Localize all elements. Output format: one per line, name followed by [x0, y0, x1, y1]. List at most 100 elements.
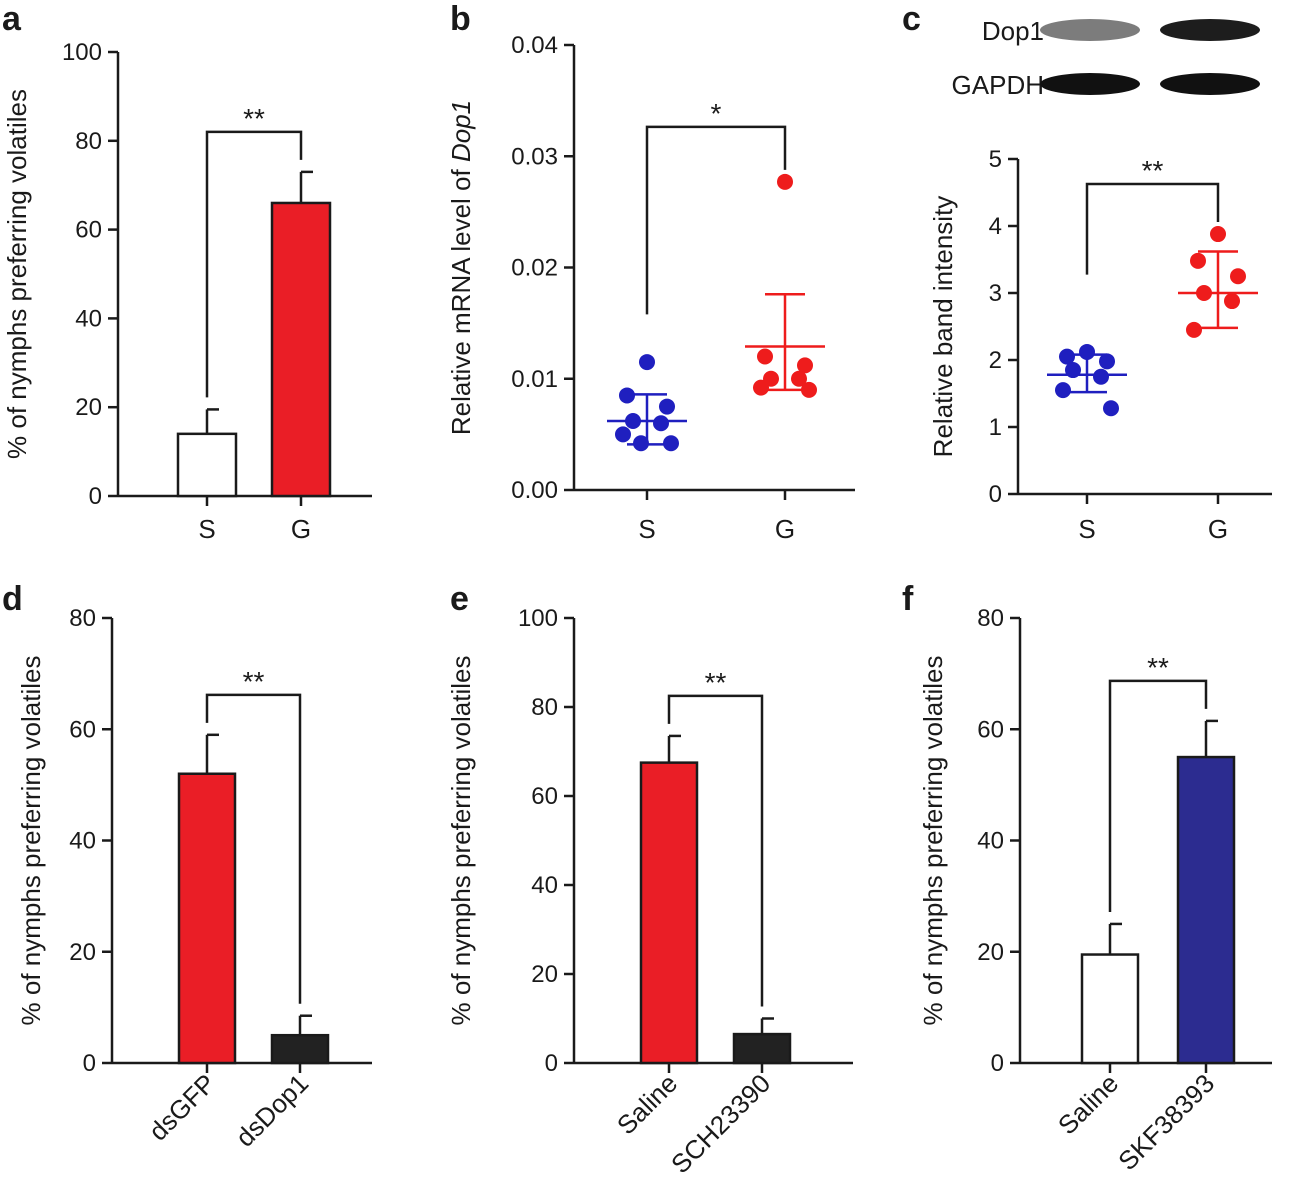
y-axis-title: % of nymphs preferring volatiles	[16, 656, 46, 1026]
y-tick-label: 0	[989, 481, 1002, 508]
significance-bracket	[645, 125, 787, 315]
significance-marker: **	[243, 103, 265, 134]
significance-bracket	[205, 130, 303, 398]
x-category-label: Saline	[611, 1068, 683, 1140]
y-tick-label: 60	[977, 716, 1004, 743]
data-point	[1079, 343, 1095, 360]
x-category-label: S	[638, 514, 655, 544]
panel-letter: b	[450, 0, 471, 38]
data-point	[1224, 293, 1240, 310]
x-category-label: dsDop1	[230, 1068, 315, 1153]
data-point	[625, 413, 641, 430]
y-tick-label: 1	[989, 414, 1002, 441]
x-category-label: G	[775, 514, 795, 544]
bar	[176, 432, 238, 498]
y-axis-title-gene: Dop1	[446, 100, 476, 162]
western-blot: Dop1 GAPDH	[952, 16, 1260, 100]
data-point	[791, 370, 807, 387]
x-category-label: Saline	[1052, 1068, 1124, 1140]
data-point	[659, 398, 675, 415]
y-tick-label: 100	[518, 605, 558, 632]
y-tick-label: 0.02	[511, 255, 558, 282]
data-point	[1230, 268, 1246, 285]
bar	[270, 201, 332, 498]
x-category-label: dsGFP	[143, 1068, 221, 1146]
blot-band	[1160, 19, 1260, 41]
y-tick-label: 5	[989, 146, 1002, 173]
y-tick-label: 3	[989, 280, 1002, 307]
data-point	[653, 415, 669, 432]
data-point	[639, 354, 655, 371]
bar	[270, 1033, 330, 1065]
y-tick-label: 40	[69, 828, 96, 855]
data-point	[801, 381, 817, 398]
x-category-label: S	[198, 514, 215, 544]
data-point	[1055, 382, 1071, 399]
x-category-label: SCH23390	[665, 1068, 776, 1179]
data-point	[1099, 353, 1115, 370]
significance-marker: **	[705, 667, 727, 698]
y-tick-label: 0.04	[511, 32, 558, 59]
y-tick-label: 80	[69, 605, 96, 632]
significance-marker: **	[1142, 155, 1164, 186]
y-tick-label: 60	[69, 716, 96, 743]
data-point	[777, 173, 793, 190]
y-tick-label: 0	[545, 1050, 558, 1077]
bar	[639, 761, 699, 1065]
y-axis-title: % of nymphs preferring volatiles	[446, 656, 476, 1026]
y-tick-label: 80	[75, 128, 102, 155]
y-axis-title: Relative mRNA level of Dop1	[446, 100, 476, 435]
y-tick-label: 0.00	[511, 477, 558, 504]
data-point	[1103, 400, 1119, 417]
blot-band	[1160, 73, 1260, 95]
y-tick-label: 60	[75, 217, 102, 244]
y-tick-label: 40	[531, 872, 558, 899]
significance-marker: **	[243, 666, 265, 697]
y-tick-label: 4	[989, 213, 1002, 240]
y-axis-title: % of nymphs preferring volatiles	[918, 656, 948, 1026]
y-tick-label: 0	[991, 1050, 1004, 1077]
y-tick-label: 2	[989, 347, 1002, 374]
significance-bracket	[1108, 679, 1208, 912]
y-axis-title: % of nymphs preferring volatiles	[2, 89, 32, 459]
panel-b: b 0.00 0.01 0.02 0.03 0.04 S G Relative mRNA lev…	[446, 0, 855, 544]
y-tick-label: 80	[977, 605, 1004, 632]
y-tick-label: 20	[531, 961, 558, 988]
data-point	[615, 426, 631, 443]
data-point	[753, 379, 769, 396]
y-tick-label: 40	[75, 305, 102, 332]
data-point	[663, 435, 679, 452]
data-point	[1059, 348, 1075, 365]
y-tick-label: 100	[62, 39, 102, 66]
panel-letter: e	[450, 580, 469, 618]
panel-a: a 0 20 40 60 80 100 S G % of nymphs preferring vo…	[2, 0, 372, 544]
data-point	[757, 348, 773, 365]
blot-band	[1040, 73, 1140, 95]
significance-marker: *	[711, 98, 722, 129]
y-tick-label: 40	[977, 828, 1004, 855]
y-tick-label: 60	[531, 783, 558, 810]
panel-c: c 0 1 2 3 4 5 S G Relative band intensity **	[902, 0, 1272, 544]
y-axis-title-text: Relative mRNA level of	[446, 162, 476, 435]
significance-marker: **	[1147, 652, 1169, 683]
y-axis-title: Relative band intensity	[928, 196, 958, 458]
blot-label: GAPDH	[952, 70, 1044, 100]
significance-bracket	[205, 693, 302, 1004]
panel-letter: a	[2, 0, 22, 38]
panel-letter: d	[2, 580, 23, 618]
data-point	[619, 387, 635, 404]
y-tick-label: 20	[977, 939, 1004, 966]
y-tick-label: 20	[75, 394, 102, 421]
x-category-label: G	[291, 514, 311, 544]
y-tick-label: 20	[69, 939, 96, 966]
panel-d: d 0 20 40 60 80 dsGFP dsDop1 % of nymphs preferr…	[2, 580, 372, 1153]
y-tick-label: 80	[531, 694, 558, 721]
data-point	[1196, 285, 1212, 301]
panel-letter: f	[902, 580, 914, 618]
data-point	[1093, 368, 1109, 385]
data-point	[1210, 226, 1226, 243]
x-category-label: G	[1208, 514, 1228, 544]
